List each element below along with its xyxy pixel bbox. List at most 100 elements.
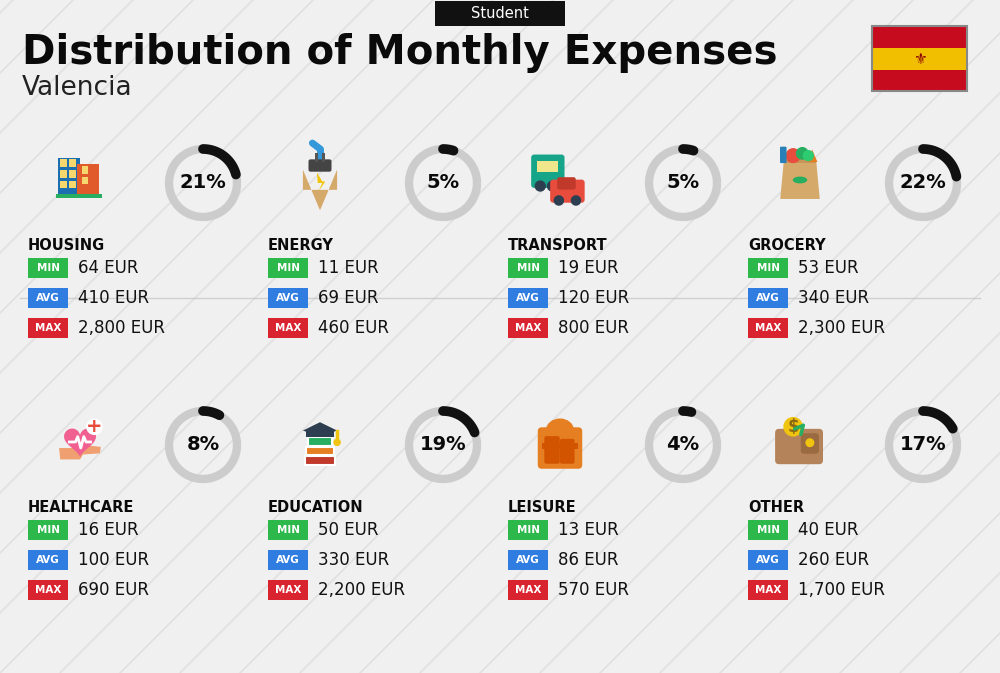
Text: OTHER: OTHER bbox=[748, 500, 804, 515]
FancyBboxPatch shape bbox=[268, 550, 308, 570]
Polygon shape bbox=[303, 422, 337, 437]
Text: 100 EUR: 100 EUR bbox=[78, 551, 149, 569]
Text: 2,200 EUR: 2,200 EUR bbox=[318, 581, 405, 599]
Text: MAX: MAX bbox=[275, 585, 301, 595]
Text: HOUSING: HOUSING bbox=[28, 238, 105, 253]
FancyBboxPatch shape bbox=[508, 318, 548, 338]
Text: Valencia: Valencia bbox=[22, 75, 133, 101]
FancyBboxPatch shape bbox=[872, 26, 967, 48]
FancyBboxPatch shape bbox=[28, 550, 68, 570]
Text: 53 EUR: 53 EUR bbox=[798, 259, 859, 277]
FancyBboxPatch shape bbox=[784, 158, 816, 164]
Text: +: + bbox=[86, 417, 103, 436]
Text: 13 EUR: 13 EUR bbox=[558, 521, 619, 539]
Text: 1,700 EUR: 1,700 EUR bbox=[798, 581, 885, 599]
Text: 64 EUR: 64 EUR bbox=[78, 259, 138, 277]
Text: MIN: MIN bbox=[276, 525, 300, 535]
Text: Student: Student bbox=[471, 6, 529, 21]
Text: 86 EUR: 86 EUR bbox=[558, 551, 618, 569]
FancyBboxPatch shape bbox=[508, 288, 548, 308]
Text: 260 EUR: 260 EUR bbox=[798, 551, 869, 569]
FancyBboxPatch shape bbox=[872, 70, 967, 91]
Circle shape bbox=[547, 181, 557, 191]
FancyBboxPatch shape bbox=[28, 258, 68, 278]
FancyBboxPatch shape bbox=[322, 153, 325, 162]
FancyBboxPatch shape bbox=[306, 446, 334, 455]
Text: 8%: 8% bbox=[186, 435, 220, 454]
Circle shape bbox=[87, 419, 102, 434]
Text: MIN: MIN bbox=[36, 525, 60, 535]
Text: MAX: MAX bbox=[35, 585, 61, 595]
Text: MAX: MAX bbox=[755, 585, 781, 595]
Text: 120 EUR: 120 EUR bbox=[558, 289, 629, 307]
Polygon shape bbox=[780, 158, 820, 199]
FancyBboxPatch shape bbox=[28, 318, 68, 338]
Circle shape bbox=[803, 151, 813, 161]
Text: AVG: AVG bbox=[516, 555, 540, 565]
FancyBboxPatch shape bbox=[801, 433, 819, 454]
Text: AVG: AVG bbox=[276, 555, 300, 565]
FancyBboxPatch shape bbox=[748, 520, 788, 540]
Text: 460 EUR: 460 EUR bbox=[318, 319, 389, 337]
Text: 2,800 EUR: 2,800 EUR bbox=[78, 319, 165, 337]
Circle shape bbox=[571, 196, 581, 205]
Text: 5%: 5% bbox=[426, 174, 460, 192]
Text: ENERGY: ENERGY bbox=[268, 238, 334, 253]
FancyBboxPatch shape bbox=[748, 550, 788, 570]
Text: 5%: 5% bbox=[666, 174, 700, 192]
Text: MAX: MAX bbox=[515, 585, 541, 595]
Text: 21%: 21% bbox=[180, 174, 226, 192]
FancyBboxPatch shape bbox=[315, 153, 318, 162]
Text: LEISURE: LEISURE bbox=[508, 500, 577, 515]
Text: MIN: MIN bbox=[757, 263, 780, 273]
FancyBboxPatch shape bbox=[268, 580, 308, 600]
Ellipse shape bbox=[793, 176, 807, 183]
Text: MIN: MIN bbox=[276, 263, 300, 273]
FancyBboxPatch shape bbox=[557, 177, 576, 190]
FancyBboxPatch shape bbox=[748, 580, 788, 600]
FancyBboxPatch shape bbox=[537, 161, 558, 172]
Text: TRANSPORT: TRANSPORT bbox=[508, 238, 608, 253]
FancyBboxPatch shape bbox=[560, 439, 575, 464]
FancyBboxPatch shape bbox=[508, 520, 548, 540]
Text: AVG: AVG bbox=[276, 293, 300, 303]
FancyBboxPatch shape bbox=[550, 180, 585, 203]
Text: AVG: AVG bbox=[36, 555, 60, 565]
FancyBboxPatch shape bbox=[60, 170, 67, 178]
FancyBboxPatch shape bbox=[268, 318, 308, 338]
Text: ⚜: ⚜ bbox=[913, 52, 926, 67]
Text: 410 EUR: 410 EUR bbox=[78, 289, 149, 307]
FancyBboxPatch shape bbox=[58, 157, 80, 197]
FancyBboxPatch shape bbox=[544, 436, 560, 464]
FancyBboxPatch shape bbox=[872, 48, 967, 70]
FancyBboxPatch shape bbox=[775, 429, 823, 464]
Text: $: $ bbox=[787, 418, 799, 435]
Polygon shape bbox=[303, 170, 337, 211]
FancyBboxPatch shape bbox=[508, 258, 548, 278]
Text: HEALTHCARE: HEALTHCARE bbox=[28, 500, 134, 515]
FancyBboxPatch shape bbox=[69, 160, 76, 167]
Text: Distribution of Monthly Expenses: Distribution of Monthly Expenses bbox=[22, 33, 778, 73]
Polygon shape bbox=[64, 429, 96, 458]
FancyBboxPatch shape bbox=[306, 430, 334, 437]
FancyBboxPatch shape bbox=[60, 181, 67, 188]
Text: GROCERY: GROCERY bbox=[748, 238, 826, 253]
Text: 50 EUR: 50 EUR bbox=[318, 521, 378, 539]
Circle shape bbox=[806, 439, 814, 446]
Polygon shape bbox=[59, 445, 101, 460]
Text: 22%: 22% bbox=[900, 174, 946, 192]
Text: MAX: MAX bbox=[755, 323, 781, 333]
FancyBboxPatch shape bbox=[748, 258, 788, 278]
Circle shape bbox=[334, 439, 340, 446]
FancyBboxPatch shape bbox=[780, 147, 787, 163]
Circle shape bbox=[554, 196, 563, 205]
FancyBboxPatch shape bbox=[69, 170, 76, 178]
FancyBboxPatch shape bbox=[542, 444, 578, 449]
Text: MIN: MIN bbox=[36, 263, 60, 273]
FancyBboxPatch shape bbox=[748, 288, 788, 308]
Text: AVG: AVG bbox=[756, 293, 780, 303]
Text: 16 EUR: 16 EUR bbox=[78, 521, 139, 539]
Text: MAX: MAX bbox=[515, 323, 541, 333]
FancyBboxPatch shape bbox=[82, 166, 88, 174]
Text: MAX: MAX bbox=[35, 323, 61, 333]
